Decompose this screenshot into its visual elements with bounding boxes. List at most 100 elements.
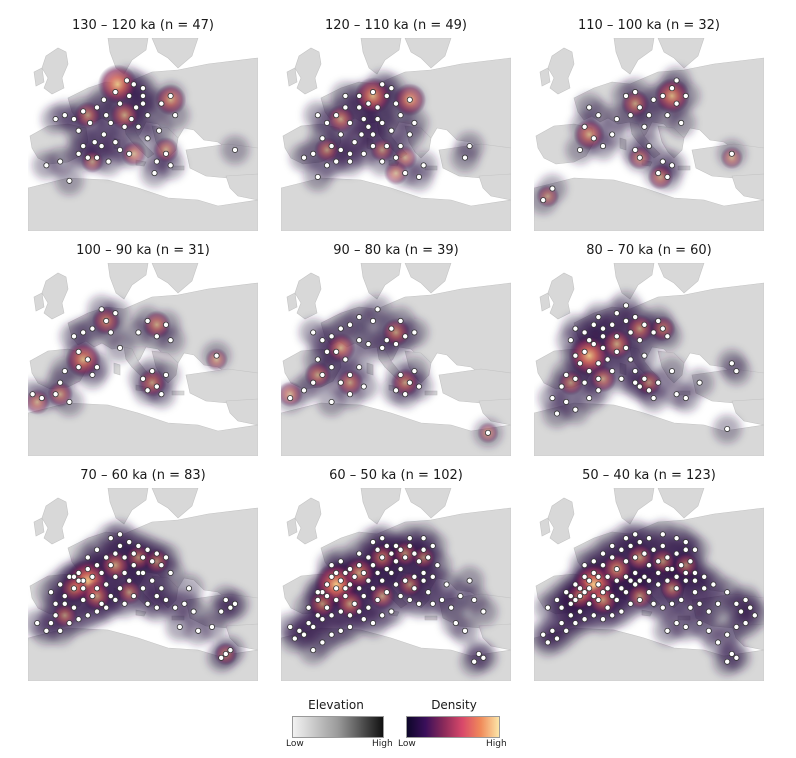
panel-title: 70 – 60 ka (n = 83) [80, 468, 206, 483]
site-point [337, 146, 344, 153]
site-point [724, 658, 731, 665]
map-panel: 80 – 70 ka (n = 60) [534, 241, 764, 456]
density-hotspots [28, 306, 229, 415]
site-point [650, 96, 657, 103]
site-point [544, 639, 551, 646]
site-point [572, 596, 579, 603]
site-point [747, 604, 754, 611]
site-point [356, 550, 363, 557]
site-point [333, 158, 340, 165]
site-points [29, 306, 220, 405]
site-point [213, 352, 220, 359]
site-point [406, 379, 413, 386]
site-point [393, 341, 400, 348]
site-point [577, 146, 584, 153]
site-point [618, 375, 625, 382]
site-point [636, 337, 643, 344]
panel-title: 90 – 80 ka (n = 39) [333, 243, 459, 258]
site-point [646, 562, 653, 569]
site-point [646, 112, 653, 119]
site-point [80, 585, 87, 592]
map-panel: 120 – 110 ka (n = 49) [281, 16, 511, 231]
site-point [52, 600, 59, 607]
site-point [678, 596, 685, 603]
site-point [112, 596, 119, 603]
site-point [342, 104, 349, 111]
site-point [310, 623, 317, 630]
site-point [590, 569, 597, 576]
density-map [28, 263, 258, 456]
site-point [609, 321, 616, 328]
site-point [655, 581, 662, 588]
site-point [595, 596, 602, 603]
site-point [153, 333, 160, 340]
site-point [443, 581, 450, 588]
site-point [333, 585, 340, 592]
site-point [577, 360, 584, 367]
site-point [632, 379, 639, 386]
site-point [365, 100, 372, 107]
site-point [406, 96, 413, 103]
density-map [534, 38, 764, 231]
site-point [107, 535, 114, 542]
site-point [673, 550, 680, 557]
site-point [208, 623, 215, 630]
panel-title: 80 – 70 ka (n = 60) [586, 243, 712, 258]
site-point [130, 562, 137, 569]
site-point [374, 116, 381, 123]
site-point [107, 329, 114, 336]
map-panel: 130 – 120 ka (n = 47) [28, 16, 258, 231]
density-map [281, 488, 511, 681]
site-point [185, 585, 192, 592]
site-point [117, 542, 124, 549]
site-point [379, 577, 386, 584]
site-point [360, 569, 367, 576]
site-point [365, 604, 372, 611]
site-point [696, 600, 703, 607]
site-point [218, 654, 225, 661]
site-point [480, 608, 487, 615]
site-point [333, 112, 340, 119]
site-point [627, 600, 634, 607]
site-point [351, 139, 358, 146]
site-point [553, 635, 560, 642]
site-point [75, 364, 82, 371]
site-point [632, 368, 639, 375]
site-point [664, 112, 671, 119]
site-point [581, 616, 588, 623]
site-point [600, 344, 607, 351]
site-point [75, 348, 82, 355]
site-point [613, 310, 620, 317]
site-point [632, 531, 639, 538]
panel-title: 60 – 50 ka (n = 102) [329, 468, 463, 483]
site-point [383, 542, 390, 549]
site-point [52, 116, 59, 123]
site-point [75, 150, 82, 157]
site-point [356, 104, 363, 111]
site-point [84, 154, 91, 161]
site-point [613, 577, 620, 584]
site-point [590, 558, 597, 565]
site-point [176, 623, 183, 630]
site-point [646, 577, 653, 584]
site-point [80, 108, 87, 115]
site-point [595, 375, 602, 382]
site-point [94, 364, 101, 371]
site-point [609, 612, 616, 619]
site-point [641, 375, 648, 382]
density-map [534, 263, 764, 456]
site-point [356, 337, 363, 344]
site-point [393, 542, 400, 549]
site-point [347, 371, 354, 378]
site-point [623, 92, 630, 99]
site-point [415, 558, 422, 565]
site-point [112, 139, 119, 146]
site-point [397, 371, 404, 378]
site-point [549, 627, 556, 634]
site-point [319, 616, 326, 623]
site-point [646, 143, 653, 150]
site-point [673, 573, 680, 580]
site-point [130, 550, 137, 557]
site-point [84, 554, 91, 561]
site-point [664, 627, 671, 634]
